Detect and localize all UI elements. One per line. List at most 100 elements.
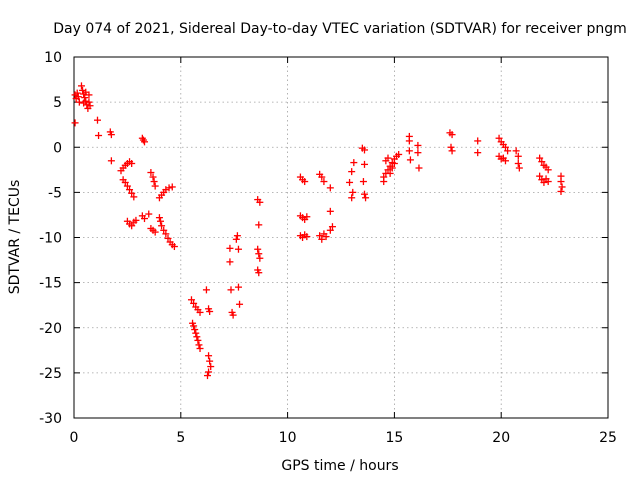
- data-point: [318, 173, 326, 181]
- data-point: [234, 283, 242, 291]
- data-point: [147, 169, 155, 177]
- data-point: [380, 173, 388, 181]
- data-point: [346, 178, 354, 186]
- data-point: [234, 245, 242, 253]
- y-tick-label: -15: [39, 276, 62, 292]
- data-point: [128, 159, 136, 167]
- y-tick-label: -5: [48, 185, 62, 201]
- data-point: [301, 178, 309, 186]
- data-point: [158, 222, 166, 230]
- data-point: [448, 131, 456, 139]
- data-point: [414, 141, 422, 149]
- data-point: [206, 357, 214, 365]
- data-point: [194, 336, 202, 344]
- data-point: [140, 215, 148, 223]
- data-point: [348, 194, 356, 202]
- data-point: [81, 94, 89, 102]
- data-point: [107, 157, 115, 165]
- data-point: [255, 269, 263, 277]
- data-point: [202, 286, 210, 294]
- data-point: [256, 254, 264, 262]
- data-point: [256, 198, 264, 206]
- data-point: [388, 164, 396, 172]
- data-point: [350, 159, 358, 167]
- x-tick-label: 25: [599, 430, 617, 446]
- data-point: [495, 134, 503, 142]
- data-point: [130, 193, 138, 201]
- data-point: [406, 156, 414, 164]
- data-point: [322, 233, 330, 241]
- data-point: [362, 194, 370, 202]
- data-point: [95, 132, 103, 140]
- data-point: [71, 119, 79, 127]
- data-point: [326, 207, 334, 215]
- data-point: [255, 250, 263, 258]
- data-point: [164, 234, 172, 242]
- data-point: [320, 178, 328, 186]
- data-point: [414, 149, 422, 157]
- data-point: [326, 184, 334, 192]
- data-point: [544, 178, 552, 186]
- data-point: [206, 308, 214, 316]
- data-point: [165, 184, 173, 192]
- data-point: [558, 183, 566, 191]
- data-point: [360, 146, 368, 154]
- y-tick-label: 10: [44, 50, 62, 66]
- data-point: [501, 157, 509, 165]
- x-axis-label: GPS time / hours: [281, 458, 398, 474]
- y-tick-label: -20: [39, 321, 62, 337]
- x-tick-label: 20: [492, 430, 510, 446]
- data-point: [140, 138, 148, 146]
- data-point: [540, 178, 548, 186]
- data-point: [192, 329, 200, 337]
- data-point: [318, 235, 326, 243]
- data-point: [226, 244, 234, 252]
- data-point: [227, 286, 235, 294]
- data-point: [80, 99, 88, 107]
- data-point: [151, 182, 159, 190]
- data-point: [415, 164, 423, 172]
- y-tick-label: -10: [39, 231, 62, 247]
- data-point: [359, 178, 367, 186]
- data-point: [170, 243, 178, 251]
- chart-title: Day 074 of 2021, Sidereal Day-to-day VTE…: [53, 21, 627, 37]
- data-point: [190, 322, 198, 330]
- data-point: [544, 166, 552, 174]
- data-point: [195, 341, 203, 349]
- data-point: [538, 158, 546, 166]
- y-tick-label: 5: [53, 95, 62, 111]
- data-point: [512, 147, 520, 155]
- data-point: [233, 232, 241, 240]
- data-point: [128, 222, 136, 230]
- data-point: [145, 210, 153, 218]
- data-point: [405, 137, 413, 145]
- data-point: [191, 326, 199, 334]
- data-point: [303, 213, 311, 221]
- data-point: [395, 150, 403, 158]
- data-point: [196, 308, 204, 316]
- data-points: [71, 82, 566, 380]
- data-point: [93, 116, 101, 124]
- data-point: [405, 147, 413, 155]
- data-point: [255, 221, 263, 229]
- data-point: [229, 311, 237, 319]
- data-point: [187, 296, 195, 304]
- data-point: [232, 235, 240, 243]
- data-point: [75, 98, 83, 106]
- data-point: [204, 372, 211, 380]
- data-point: [447, 143, 455, 151]
- data-point: [190, 299, 198, 307]
- data-point: [205, 368, 213, 376]
- data-point: [151, 228, 159, 236]
- data-point: [85, 91, 93, 99]
- data-point: [303, 233, 311, 241]
- y-tick-label: 0: [53, 140, 62, 156]
- data-point: [132, 216, 140, 224]
- data-point: [157, 217, 165, 225]
- data-point: [504, 147, 512, 155]
- data-point: [254, 245, 262, 253]
- data-point: [384, 166, 392, 174]
- data-point: [193, 333, 201, 341]
- data-point: [73, 89, 81, 97]
